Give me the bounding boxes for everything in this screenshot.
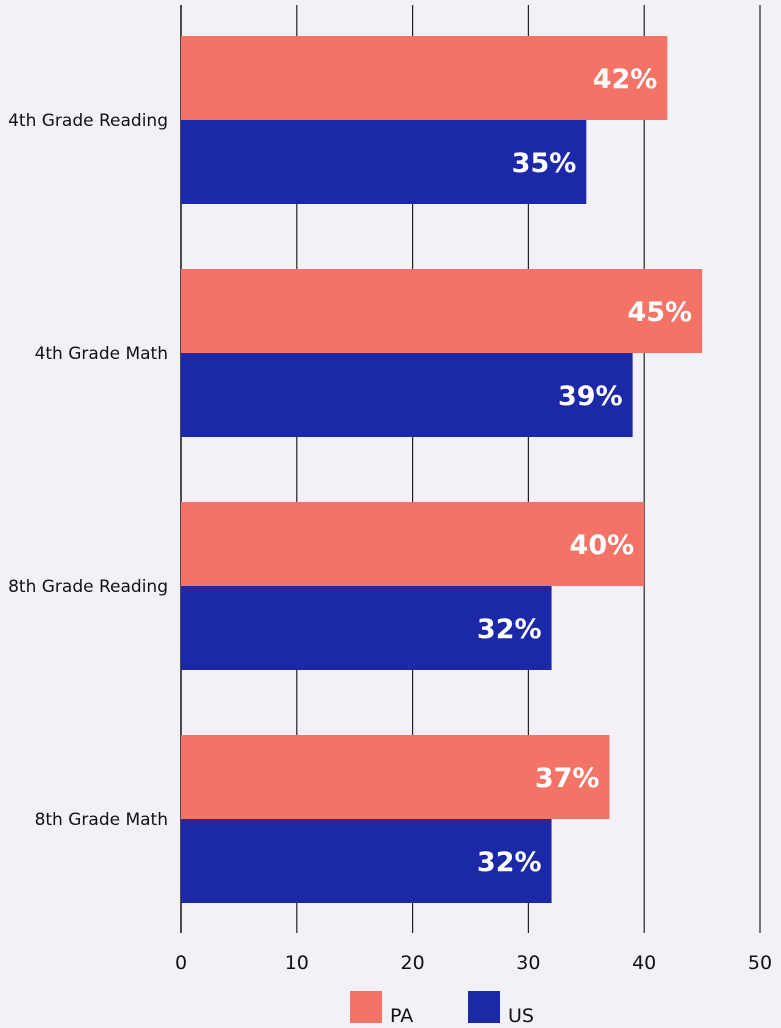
data-label: 45% — [627, 297, 692, 328]
bar-pa-1 — [181, 36, 668, 120]
bars — [181, 36, 703, 903]
x-tick-label: 0 — [175, 952, 187, 974]
x-tick-label: 40 — [632, 952, 656, 974]
bar-pa-3 — [181, 502, 645, 586]
x-tick-label: 50 — [748, 952, 772, 974]
legend-label-us: US — [508, 1005, 534, 1027]
bar-us-3 — [181, 586, 552, 670]
legend-swatch-us — [468, 991, 500, 1023]
category-label: 8th Grade Math — [35, 810, 168, 830]
data-label: 35% — [512, 148, 577, 179]
x-axis-tick-labels: 0 10 20 30 40 50 — [175, 952, 772, 974]
data-label: 32% — [477, 614, 542, 645]
value-labels: 42% 35% 45% 39% 40% 32% 37% 32% — [477, 64, 692, 878]
x-tick-label: 30 — [516, 952, 540, 974]
bar-us-4 — [181, 819, 552, 903]
data-label: 42% — [593, 64, 658, 95]
category-label: 4th Grade Reading — [8, 111, 168, 131]
category-labels: 4th Grade Reading 4th Grade Math 8th Grade… — [8, 111, 168, 830]
category-label: 4th Grade Math — [35, 344, 168, 364]
legend-swatch-pa — [350, 991, 382, 1023]
legend: PA US — [350, 991, 534, 1027]
legend-label-pa: PA — [390, 1005, 413, 1027]
data-label: 32% — [477, 847, 542, 878]
data-label: 39% — [558, 381, 623, 412]
data-label: 37% — [535, 763, 600, 794]
category-label: 8th Grade Reading — [8, 577, 168, 597]
x-tick-label: 20 — [401, 952, 425, 974]
bar-us-1 — [181, 120, 587, 204]
bar-us-2 — [181, 353, 633, 437]
x-tick-label: 10 — [285, 952, 309, 974]
bar-pa-4 — [181, 735, 610, 819]
data-label: 40% — [570, 530, 635, 561]
bar-pa-2 — [181, 269, 703, 353]
